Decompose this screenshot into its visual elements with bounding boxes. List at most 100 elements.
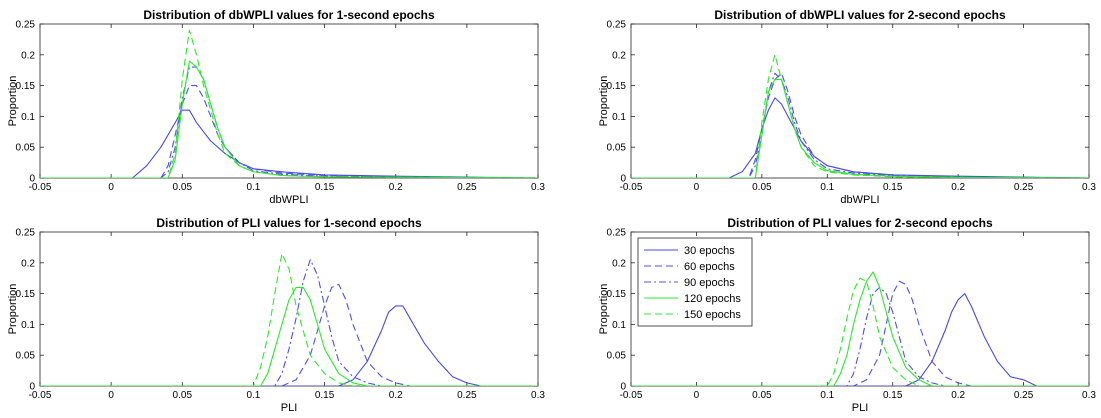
y-tick-label: 0.05 xyxy=(16,143,36,154)
x-tick-label: 0.3 xyxy=(1082,390,1096,401)
chart-title: Distribution of dbWPLI values for 1-seco… xyxy=(143,8,435,22)
y-tick-label: 0.25 xyxy=(16,20,36,31)
axes-box xyxy=(39,23,539,179)
x-tick-label: 0 xyxy=(108,182,114,193)
x-axis-label: dbWPLI xyxy=(840,194,879,206)
x-tick-label: 0.15 xyxy=(315,182,335,193)
y-tick-label: 0.2 xyxy=(21,50,35,61)
chart-panel-3: -0.05 0 0.05 0.1 0.15 0.2 0.25 0.300.050.10.150… xyxy=(7,216,545,414)
x-tick-label: 0.3 xyxy=(531,182,545,193)
x-tick-label: 0.15 xyxy=(315,390,335,401)
x-tick-label: 0.2 xyxy=(389,390,403,401)
x-tick-label: -0.05 xyxy=(29,390,52,401)
y-tick-label: 0.15 xyxy=(16,81,36,92)
y-axis-label: Proportion xyxy=(598,76,610,127)
legend-label: 120 epochs xyxy=(684,293,741,305)
x-tick-label: 0.05 xyxy=(173,182,193,193)
y-tick-label: 0.05 xyxy=(16,351,36,362)
chart-panel-2: -0.05 0 0.05 0.1 0.15 0.2 0.25 0.300.050.10.150… xyxy=(598,8,1096,206)
y-tick-label: 0.15 xyxy=(607,289,627,300)
x-tick-label: 0.15 xyxy=(883,182,903,193)
y-tick-label: 0 xyxy=(620,382,626,393)
series-line-120-epochs xyxy=(631,271,1089,386)
chart-title: Distribution of dbWPLI values for 2-seco… xyxy=(714,8,1006,22)
legend-label: 60 epochs xyxy=(684,261,735,273)
x-tick-label: 0.3 xyxy=(1082,182,1096,193)
x-tick-label: 0.2 xyxy=(951,182,965,193)
x-axis-label: PLI xyxy=(852,402,869,414)
y-axis-label: Proportion xyxy=(7,284,19,335)
legend-label: 30 epochs xyxy=(684,245,735,257)
x-tick-label: 0 xyxy=(694,390,700,401)
x-tick-label: 0.05 xyxy=(752,390,772,401)
axes-box xyxy=(630,23,1090,179)
series-line-60-epochs xyxy=(40,283,538,386)
x-axis-label: PLI xyxy=(281,402,298,414)
x-tick-label: 0.05 xyxy=(752,182,772,193)
x-tick-label: 0.1 xyxy=(820,390,834,401)
series-line-90-epochs xyxy=(631,286,1089,386)
x-tick-label: 0.3 xyxy=(531,390,545,401)
series-line-150-epochs xyxy=(631,277,1089,386)
y-tick-label: 0.1 xyxy=(612,320,626,331)
y-axis-label: Proportion xyxy=(7,76,19,127)
x-tick-label: 0.05 xyxy=(173,390,193,401)
x-tick-label: -0.05 xyxy=(620,390,643,401)
series-group xyxy=(40,253,538,386)
x-tick-label: 0 xyxy=(694,182,700,193)
x-tick-label: 0.25 xyxy=(1014,182,1034,193)
y-tick-label: 0 xyxy=(29,382,35,393)
y-tick-label: 0.15 xyxy=(16,289,36,300)
x-tick-label: 0.25 xyxy=(1014,390,1034,401)
x-tick-label: 0.2 xyxy=(389,182,403,193)
series-group xyxy=(40,29,538,178)
legend-label: 90 epochs xyxy=(684,277,735,289)
chart-title: Distribution of PLI values for 2-second … xyxy=(727,216,993,230)
x-tick-label: 0 xyxy=(108,390,114,401)
chart-panel-4: -0.05 0 0.05 0.1 0.15 0.2 0.25 0.300.050.10.150… xyxy=(598,216,1096,414)
series-line-150-epochs xyxy=(40,29,538,178)
series-group xyxy=(631,54,1089,178)
x-tick-label: 0.1 xyxy=(246,390,260,401)
x-tick-label: -0.05 xyxy=(620,182,643,193)
y-axis-label: Proportion xyxy=(598,284,610,335)
series-line-30-epochs xyxy=(40,305,538,386)
x-tick-label: 0.25 xyxy=(457,390,477,401)
x-axis-label: dbWPLI xyxy=(269,194,308,206)
x-tick-label: 0.2 xyxy=(951,390,965,401)
series-line-120-epochs xyxy=(40,60,538,178)
series-line-60-epochs xyxy=(40,85,538,178)
series-line-120-epochs xyxy=(40,286,538,386)
y-tick-label: 0.2 xyxy=(21,258,35,269)
series-line-30-epochs xyxy=(631,293,1089,386)
y-tick-label: 0.05 xyxy=(607,351,627,362)
series-line-150-epochs xyxy=(631,54,1089,178)
series-line-90-epochs xyxy=(40,259,538,386)
y-tick-label: 0.05 xyxy=(607,143,627,154)
legend: 30 epochs 60 epochs 90 epochs 120 epochs 150… xyxy=(637,237,753,327)
x-tick-label: -0.05 xyxy=(29,182,52,193)
series-line-60-epochs xyxy=(631,280,1089,386)
series-line-30-epochs xyxy=(40,109,538,178)
y-tick-label: 0.1 xyxy=(21,320,35,331)
y-tick-label: 0 xyxy=(29,174,35,185)
x-tick-label: 0.25 xyxy=(457,182,477,193)
series-group xyxy=(631,271,1089,386)
x-tick-label: 0.15 xyxy=(883,390,903,401)
chart-title: Distribution of PLI values for 1-second … xyxy=(156,216,422,230)
y-tick-label: 0.1 xyxy=(21,112,35,123)
axes-box xyxy=(39,231,539,387)
series-line-90-epochs xyxy=(40,66,538,178)
y-tick-label: 0.25 xyxy=(16,228,36,239)
series-line-90-epochs xyxy=(631,72,1089,178)
x-tick-label: 0.1 xyxy=(246,182,260,193)
y-tick-label: 0.25 xyxy=(607,20,627,31)
y-tick-label: 0.2 xyxy=(612,50,626,61)
y-tick-label: 0.1 xyxy=(612,112,626,123)
x-tick-label: 0.1 xyxy=(820,182,834,193)
y-tick-label: 0.15 xyxy=(607,81,627,92)
y-tick-label: 0.2 xyxy=(612,258,626,269)
chart-panel-1: -0.05 0 0.05 0.1 0.15 0.2 0.25 0.300.050.10.150… xyxy=(7,8,545,206)
y-tick-label: 0 xyxy=(620,174,626,185)
